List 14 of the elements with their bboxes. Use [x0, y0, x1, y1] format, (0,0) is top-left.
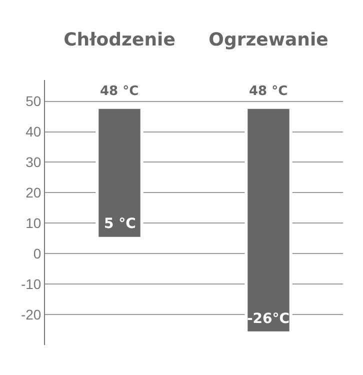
- annotation: -26°C: [247, 311, 290, 327]
- annotation: 5 °C: [104, 216, 136, 232]
- y-tick-label: 0: [33, 246, 42, 262]
- y-tick-label: -10: [20, 276, 42, 292]
- annotation: 48 °C: [100, 84, 139, 99]
- y-tick-label: 30: [26, 154, 42, 170]
- y-tick-label: 10: [26, 215, 42, 232]
- y-tick-label: -20: [20, 306, 42, 322]
- y-tick-label: 20: [26, 184, 42, 201]
- x-tick-label: Chłodzenie: [64, 29, 176, 50]
- y-tick-label: 50: [26, 93, 42, 110]
- y-tick-label: 40: [26, 124, 42, 140]
- x-tick-label: Ogrzewanie: [208, 29, 328, 50]
- annotation: 48 °C: [249, 84, 288, 99]
